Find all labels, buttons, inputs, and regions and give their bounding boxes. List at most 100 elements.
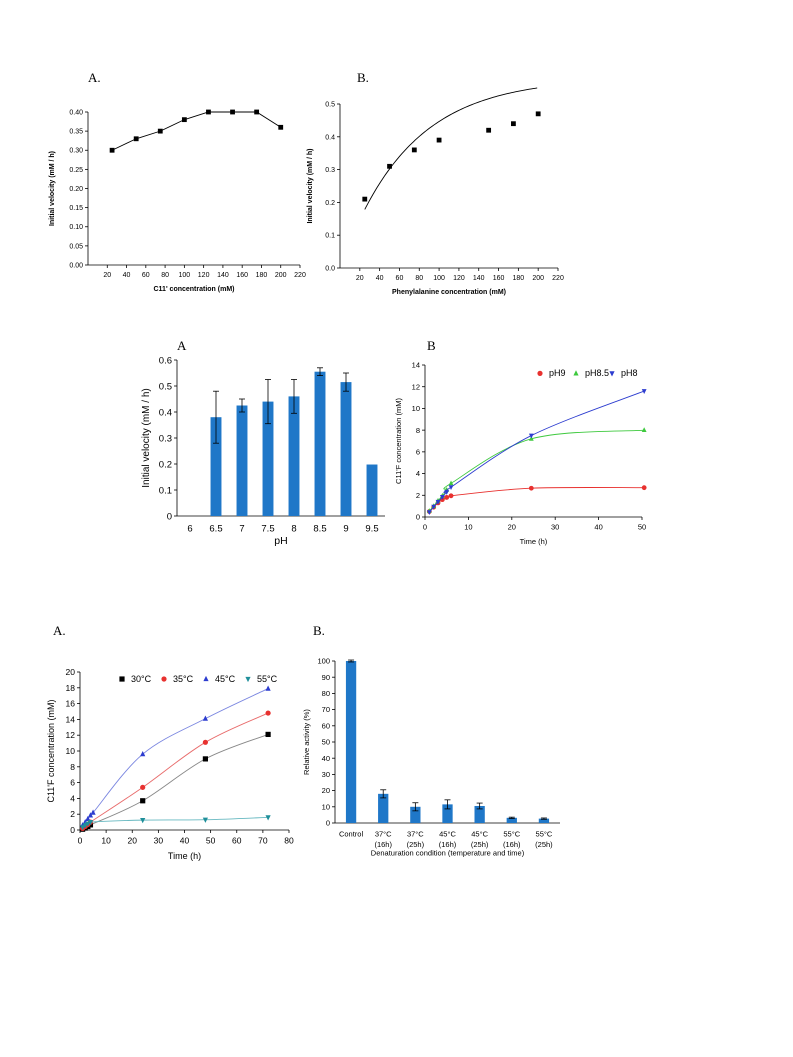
y-tick-label: 12 <box>412 382 420 391</box>
data-point <box>439 495 445 500</box>
data-point <box>133 136 139 142</box>
data-point <box>87 812 94 818</box>
y-tick-label: 10 <box>412 404 420 413</box>
legend-label-45°C: 45°C <box>215 674 236 684</box>
x-axis-title: Denaturation condition (temperature and … <box>371 849 525 858</box>
data-point <box>85 821 91 827</box>
panel-label-row2-right: B <box>427 338 436 353</box>
data-point <box>90 809 96 815</box>
x-tick-label: 100 <box>433 275 445 282</box>
x-tick-label: 37°C <box>375 830 392 839</box>
fit-curve <box>364 87 538 210</box>
legend-label-55°C: 55°C <box>257 674 278 684</box>
data-point <box>641 485 647 491</box>
chart-c11-concentration: 0.00 0.05 0.10 0.15 0.20 0.25 0.30 0.35 0.40 20 40… <box>49 109 306 293</box>
legend-marker-30°C <box>119 676 125 682</box>
x-axis-title: Time (h) <box>520 537 548 546</box>
x-tick-label: (25h) <box>471 840 489 849</box>
x-tick-label: 120 <box>453 275 465 282</box>
y-tick-label: 0.35 <box>69 129 83 136</box>
y-tick-label: 0.2 <box>159 459 172 470</box>
panel-label-row1-left: A. <box>88 70 101 85</box>
data-point <box>426 510 432 516</box>
y-tick-label: 20 <box>322 786 330 795</box>
x-tick-label: 40 <box>594 523 602 532</box>
y-tick-label: 80 <box>322 689 330 698</box>
data-point <box>278 124 284 130</box>
data-point <box>265 685 271 691</box>
y-tick-label: 0.0 <box>325 265 335 272</box>
x-tick-label: (25h) <box>407 840 425 849</box>
data-point <box>85 815 91 822</box>
y-tick-label: 2 <box>416 491 420 500</box>
y-tick-label: 70 <box>322 705 330 714</box>
data-point <box>202 756 208 762</box>
x-tick-label: 30 <box>154 836 164 846</box>
series-line-pH8 <box>428 390 645 513</box>
y-tick-label: 0.3 <box>325 167 335 174</box>
x-tick-label: 70 <box>258 836 268 846</box>
y-tick-label: 2 <box>70 809 75 819</box>
y-axis-title: C11'F concentration (mM) <box>394 398 403 484</box>
x-axis-title: C11' concentration (mM) <box>153 286 234 293</box>
x-tick-label: 120 <box>198 272 210 279</box>
data-point <box>511 121 516 127</box>
y-axis-title: C11'F concentration (mM) <box>46 699 56 802</box>
bar-6.5 <box>210 417 222 516</box>
x-tick-label: (16h) <box>374 840 392 849</box>
x-tick-label: 20 <box>356 275 364 282</box>
x-tick-label: 37°C <box>407 830 424 839</box>
x-tick-label: 200 <box>532 275 544 282</box>
data-point <box>448 480 454 486</box>
y-tick-label: 0 <box>70 825 75 835</box>
data-point <box>140 751 146 757</box>
x-tick-label: 160 <box>493 275 505 282</box>
legend-label-pH8.5: pH8.5 <box>585 368 609 378</box>
bar-8 <box>288 396 300 516</box>
y-tick-label: 0.6 <box>159 355 172 366</box>
legend-label-35°C: 35°C <box>173 674 194 684</box>
y-tick-label: 20 <box>66 667 76 677</box>
x-tick-label: 50 <box>638 523 646 532</box>
x-tick-label: 220 <box>294 272 306 279</box>
series-line-pH8.5 <box>429 429 645 512</box>
x-tick-label: 180 <box>513 275 525 282</box>
y-tick-label: 0.20 <box>69 186 83 193</box>
x-tick-label: 20 <box>128 836 138 846</box>
data-point <box>435 499 441 505</box>
x-tick-label: 40 <box>180 836 190 846</box>
y-tick-label: 90 <box>322 673 330 682</box>
y-axis-title: Initial velocity (mM / h) <box>141 388 152 487</box>
y-tick-label: 14 <box>412 361 420 370</box>
x-tick-label: 7 <box>239 524 244 535</box>
y-tick-label: 6 <box>416 447 420 456</box>
y-tick-label: 8 <box>70 762 75 772</box>
data-point <box>641 427 647 433</box>
x-axis-title: Phenylalanine concentration (mM) <box>392 289 506 296</box>
series-line <box>111 111 281 151</box>
y-tick-label: 0.25 <box>69 167 83 174</box>
data-point <box>265 815 271 821</box>
bar-7.5 <box>262 401 274 516</box>
data-point <box>387 163 392 169</box>
y-tick-label: 10 <box>66 746 76 756</box>
x-tick-label: 60 <box>142 272 150 279</box>
series-line-pH9 <box>429 487 645 512</box>
y-tick-label: 0.4 <box>325 134 335 141</box>
x-tick-label: 10 <box>464 523 472 532</box>
x-tick-label: 200 <box>275 272 287 279</box>
x-tick-label: 140 <box>217 272 229 279</box>
data-point <box>535 111 541 117</box>
x-tick-label: 140 <box>473 275 485 282</box>
y-tick-label: 0.2 <box>325 200 335 207</box>
x-tick-label: 80 <box>161 272 169 279</box>
bar-9 <box>340 382 352 516</box>
panel-label-row3-right: B. <box>313 623 325 638</box>
x-axis-title: pH <box>274 535 287 547</box>
x-tick-label: (16h) <box>503 840 521 849</box>
x-tick-label: 8 <box>291 524 296 535</box>
data-point <box>87 820 94 826</box>
y-tick-label: 6 <box>70 778 75 788</box>
x-tick-label: 30 <box>551 523 559 532</box>
x-tick-label: 55°C <box>503 830 520 839</box>
